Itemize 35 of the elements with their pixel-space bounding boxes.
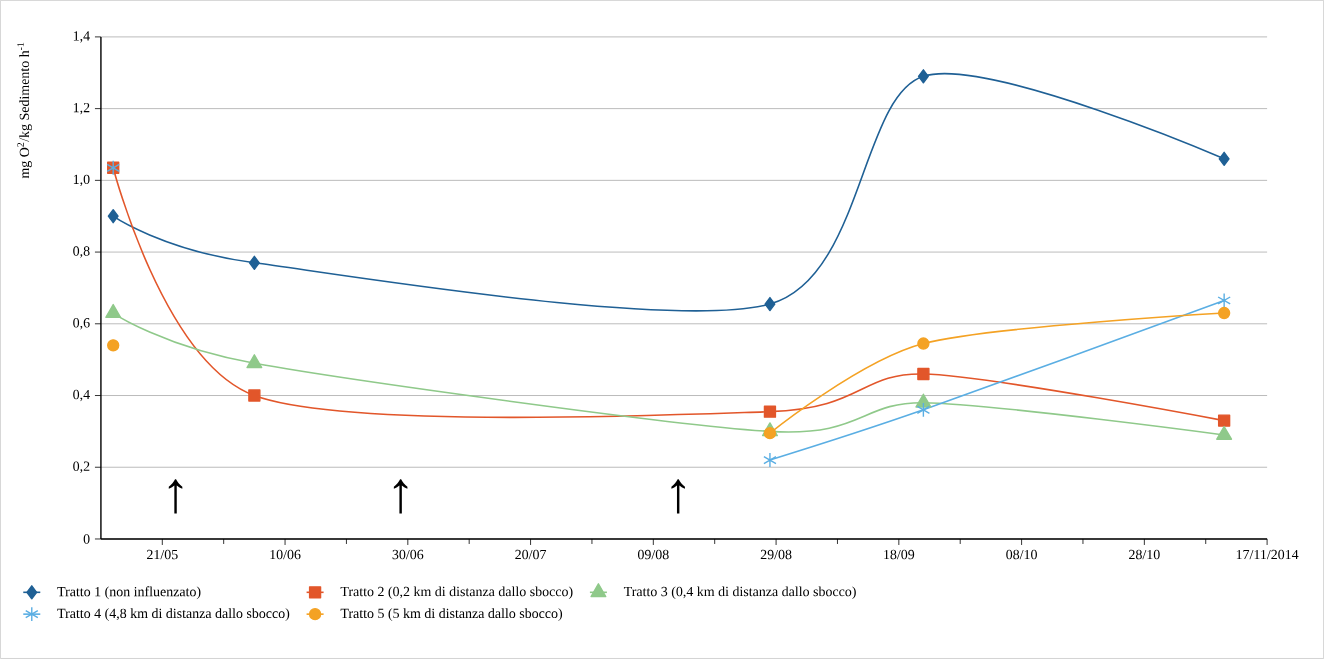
y-tick-label: 1,0 bbox=[73, 174, 90, 187]
annotation: ↑ bbox=[671, 479, 685, 514]
y-axis-title: mg O$^{2}$/kg Sedimento h$^{-1}$ bbox=[17, 42, 32, 179]
x-tick-label: 08/10 bbox=[1006, 549, 1037, 560]
point bbox=[107, 209, 119, 224]
y-tick-label: 0 bbox=[83, 534, 90, 544]
y-tick-label: 1,4 bbox=[73, 31, 90, 43]
point bbox=[105, 303, 122, 319]
x-tick-label: 30/06 bbox=[392, 549, 424, 560]
y-tick-label: 0,4 bbox=[73, 389, 90, 402]
y-tick-label: 1,2 bbox=[73, 102, 90, 115]
x-tick-label: 21/05 bbox=[147, 549, 178, 560]
y-tick-label: 0,8 bbox=[73, 246, 90, 258]
legend-label: Tratto 3 (0,4 km di distanza dallo sbocco) bbox=[623, 586, 856, 600]
y-tick-label: 0,2 bbox=[73, 461, 90, 473]
point bbox=[248, 389, 261, 402]
x-tick-label: 17/11/2014 bbox=[1236, 549, 1299, 560]
point bbox=[248, 255, 260, 271]
legend-label: Tratto 5 (5 km di distanza dallo sbocco) bbox=[340, 608, 563, 621]
annotation: ↑ bbox=[168, 479, 183, 514]
y-tick-label: 0,6 bbox=[73, 318, 90, 330]
point bbox=[917, 69, 929, 84]
x-tick-label: 09/08 bbox=[637, 549, 669, 560]
x-tick-label: 20/07 bbox=[515, 549, 547, 560]
legend-label: Tratto 4 (4,8 km di distanza dallo sbocco) bbox=[57, 608, 290, 621]
x-tick-label: 10/06 bbox=[270, 549, 301, 560]
point bbox=[1218, 151, 1230, 167]
point bbox=[246, 354, 263, 369]
point bbox=[107, 339, 120, 352]
legend-label: Tratto 1 (non influenzato) bbox=[57, 586, 201, 600]
x-tick-label: 18/09 bbox=[884, 549, 915, 560]
legend-label: Tratto 2 (0,2 km di distanza dallo sbocco) bbox=[340, 586, 573, 600]
x-tick-label: 28/10 bbox=[1129, 549, 1160, 560]
x-tick-label: 29/08 bbox=[760, 549, 792, 560]
annotation: ↑ bbox=[393, 479, 408, 514]
